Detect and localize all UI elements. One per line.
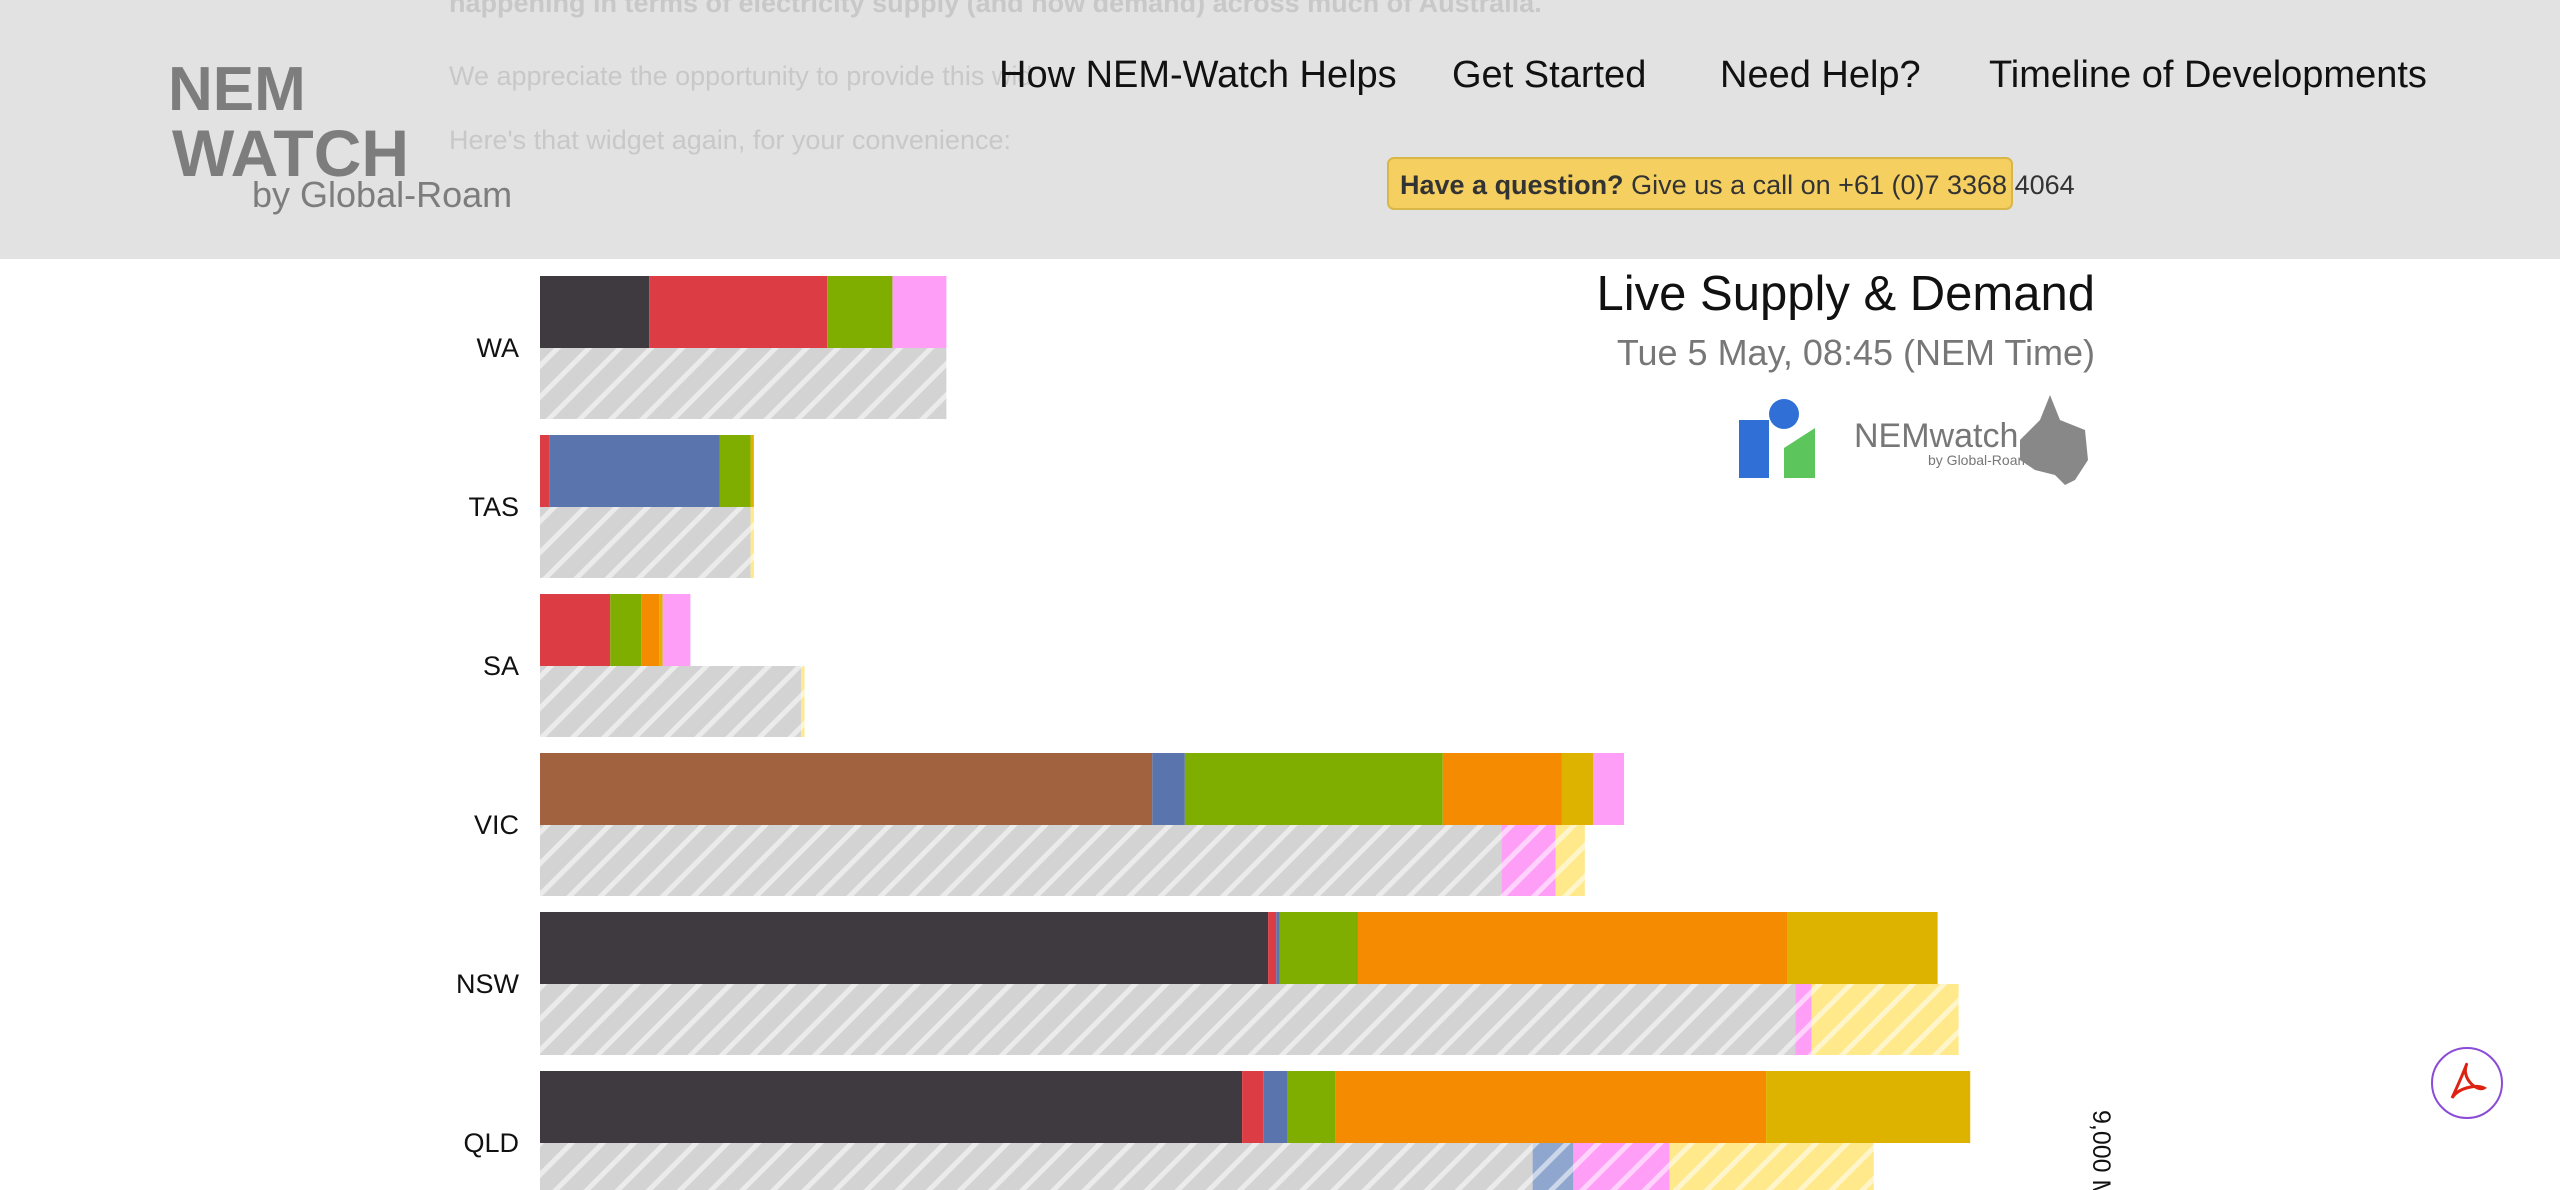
demand-segment: [540, 666, 802, 737]
category-label: WA: [477, 333, 520, 363]
demand-segment: [540, 984, 1796, 1055]
demand-segment: [750, 507, 754, 578]
supply-segment: [641, 594, 660, 666]
pdf-button[interactable]: [2431, 1047, 2503, 1119]
background-text: happening in terms of electricity supply…: [449, 0, 1542, 18]
plot: 9,000 MW WA TAS SA VIC NSW QLD: [456, 276, 2115, 1190]
pdf-icon: [2450, 1063, 2487, 1099]
supply-segment: [540, 912, 1269, 984]
category-label: SA: [483, 651, 519, 681]
supply-segment: [1766, 1071, 1971, 1143]
supply-segment: [1263, 1071, 1288, 1143]
background-text: We appreciate the opportunity to provide…: [449, 61, 1032, 91]
supply-segment: [1335, 1071, 1767, 1143]
demand-segment: [1573, 1143, 1670, 1190]
category-label: QLD: [463, 1128, 519, 1158]
demand-segment: [1669, 1143, 1874, 1190]
nav-link[interactable]: Get Started: [1452, 54, 1646, 96]
callout-button[interactable]: Have a question? Give us a call on +61 (…: [1387, 157, 2075, 210]
chart-subtitle: Tue 5 May, 08:45 (NEM Time): [1617, 332, 2095, 373]
supply-segment: [1276, 912, 1280, 984]
callout-box: [1387, 157, 2013, 210]
callout-body: Give us a call on +61 (0)7 3368 4064: [1631, 170, 2075, 200]
supply-segment: [540, 594, 611, 666]
supply-segment: [659, 594, 663, 666]
category-label: NSW: [456, 969, 520, 999]
supply-segment: [549, 435, 720, 507]
supply-segment: [892, 276, 947, 348]
supply-segment: [719, 435, 751, 507]
australia-map: [2020, 395, 2088, 485]
supply-segment: [540, 276, 650, 348]
demand-segment: [801, 666, 805, 737]
logo-by: by Global-Roam: [252, 174, 512, 215]
category-label: VIC: [474, 810, 519, 840]
supply-segment: [827, 276, 893, 348]
chart-title: Live Supply & Demand: [1597, 267, 2095, 321]
supply-segment: [1268, 912, 1277, 984]
supply-segment: [1357, 912, 1788, 984]
supply-segment: [1242, 1071, 1264, 1143]
nav-link[interactable]: How NEM-Watch Helps: [999, 54, 1397, 96]
supply-segment: [1184, 753, 1443, 825]
supply-segment: [1592, 753, 1625, 825]
header-bar: [0, 0, 2560, 259]
demand-segment: [540, 1143, 1533, 1190]
icon-dot: [1769, 399, 1799, 429]
supply-segment: [662, 594, 691, 666]
supply-segment: [540, 435, 550, 507]
supply-segment: [1152, 753, 1185, 825]
callout-text: Have a question? Give us a call on +61 (…: [1400, 170, 2075, 200]
demand-segment: [1795, 984, 1812, 1055]
nav-link[interactable]: Need Help?: [1720, 54, 1921, 96]
logo-top: NEM: [168, 55, 306, 124]
brand-logo-subtext: by Global-Roam: [1928, 452, 2029, 468]
brand-icon: [1739, 399, 1815, 478]
demand-segment: [1532, 1143, 1574, 1190]
demand-segment: [540, 507, 751, 578]
supply-segment: [750, 435, 754, 507]
supply-segment: [649, 276, 828, 348]
icon-bar: [1739, 420, 1769, 478]
supply-segment: [540, 1071, 1243, 1143]
supply-segment: [1561, 753, 1593, 825]
nav-link[interactable]: Timeline of Developments: [1989, 54, 2427, 96]
category-label: TAS: [468, 492, 519, 522]
demand-segment: [1501, 825, 1556, 896]
logo-middle: WATCH: [172, 116, 409, 190]
demand-segment: [540, 348, 947, 419]
brand-logo-text: NEMwatch: [1854, 417, 2018, 455]
demand-segment: [1555, 825, 1585, 896]
pdf-circle: [2431, 1047, 2503, 1119]
demand-segment: [1811, 984, 1959, 1055]
supply-segment: [1442, 753, 1562, 825]
demand-segment: [540, 825, 1502, 896]
supply-segment: [610, 594, 642, 666]
x-tick-label: 9,000 MW: [2087, 1110, 2115, 1190]
supply-segment: [1287, 1071, 1336, 1143]
icon-shape: [1784, 428, 1815, 478]
site-logo[interactable]: NEM WATCH by Global-Roam: [168, 55, 512, 215]
supply-segment: [1787, 912, 1938, 984]
callout-bold: Have a question?: [1400, 170, 1624, 200]
background-text: Here's that widget again, for your conve…: [449, 125, 1011, 155]
supply-segment: [1279, 912, 1358, 984]
supply-segment: [540, 753, 1153, 825]
